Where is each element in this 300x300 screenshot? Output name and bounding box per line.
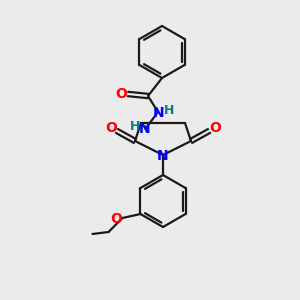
Text: N: N bbox=[139, 122, 151, 136]
Text: H: H bbox=[164, 103, 174, 116]
Text: N: N bbox=[157, 149, 169, 163]
Text: N: N bbox=[153, 106, 165, 120]
Text: O: O bbox=[115, 87, 127, 101]
Text: O: O bbox=[209, 121, 221, 135]
Text: O: O bbox=[110, 212, 122, 226]
Text: O: O bbox=[105, 121, 117, 135]
Text: H: H bbox=[130, 119, 140, 133]
